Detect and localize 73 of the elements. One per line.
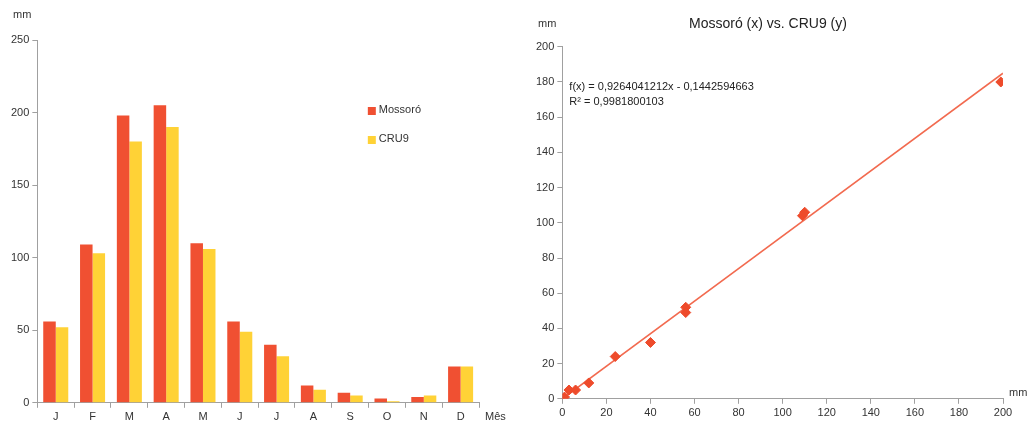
x-axis-title: Mês — [485, 409, 507, 422]
y-tick-label: 80 — [542, 251, 555, 264]
y-axis-title: mm — [13, 8, 32, 21]
y-tick-label: 200 — [10, 105, 30, 118]
bar — [116, 115, 130, 403]
y-tick-label: 0 — [23, 395, 30, 408]
y-tick-label: 150 — [10, 178, 30, 191]
x-tick-label: 100 — [773, 406, 792, 419]
bar — [55, 327, 69, 403]
x-tick-label: 80 — [732, 406, 745, 419]
point — [609, 351, 621, 363]
bar — [264, 344, 277, 403]
x-tick-label: 120 — [817, 406, 836, 419]
bar — [350, 395, 363, 403]
point — [644, 336, 656, 348]
y-tick-label: 100 — [10, 250, 30, 263]
x-tick-label: 20 — [600, 406, 613, 419]
bar — [300, 385, 314, 403]
annotation: f(x) = 0,9264041212x - 0,1442594663 — [569, 79, 754, 92]
y-tick-label: 250 — [10, 33, 30, 46]
x-tick-label: 140 — [861, 406, 880, 419]
x-tick-label: N — [419, 410, 428, 423]
bar — [92, 253, 106, 403]
x-tick-label: J — [53, 410, 59, 423]
bar — [460, 366, 474, 403]
bar — [166, 127, 179, 403]
x-tick-label: 160 — [905, 406, 925, 419]
bar — [202, 248, 216, 403]
x-tick-label: 200 — [993, 406, 1013, 419]
annotation: R² = 0,9981800103 — [569, 94, 664, 107]
bar — [313, 389, 326, 403]
y-tick-label: 200 — [535, 39, 555, 52]
legend-label: Mossoró — [378, 103, 422, 116]
y-tick-label: 100 — [535, 215, 555, 228]
x-tick-label: A — [309, 410, 318, 423]
bar — [43, 321, 56, 403]
x-tick-label: 60 — [688, 406, 701, 419]
y-tick-label: 140 — [535, 145, 555, 158]
bar — [276, 356, 290, 403]
legend-label: CRU9 — [378, 132, 409, 145]
bar — [153, 105, 167, 403]
bar — [190, 243, 203, 403]
bar — [129, 141, 142, 403]
bar — [227, 321, 240, 403]
bar — [448, 366, 461, 403]
bar — [80, 244, 93, 403]
y-tick-label: 60 — [542, 286, 555, 299]
y-tick-label: 40 — [542, 321, 555, 334]
x-tick-label: S — [346, 410, 354, 423]
y-tick-label: 180 — [535, 75, 555, 88]
point — [583, 377, 595, 389]
bar — [239, 331, 253, 403]
y-tick-label: 120 — [535, 180, 555, 193]
x-tick-label: J — [237, 410, 243, 423]
chart-title: Mossoró (x) vs. CRU9 (y) — [689, 15, 847, 32]
x-tick-label: D — [456, 410, 465, 423]
x-tick-label: M — [124, 410, 134, 423]
y-tick-label: 0 — [548, 391, 555, 404]
x-tick-label: 0 — [559, 406, 566, 419]
x-axis-title: mm — [1009, 385, 1028, 398]
x-tick-label: M — [198, 410, 208, 423]
y-tick-label: 50 — [17, 323, 30, 336]
x-tick-label: O — [382, 410, 392, 423]
y-axis-title: mm — [538, 16, 557, 29]
bar — [411, 397, 424, 403]
x-tick-label: 40 — [644, 406, 657, 419]
x-tick-label: 180 — [949, 406, 969, 419]
x-tick-label: A — [162, 410, 171, 423]
bar — [374, 398, 387, 403]
y-tick-label: 160 — [535, 110, 555, 123]
x-tick-label: J — [273, 410, 280, 423]
y-tick-label: 20 — [542, 356, 555, 369]
x-tick-label: F — [89, 410, 97, 423]
